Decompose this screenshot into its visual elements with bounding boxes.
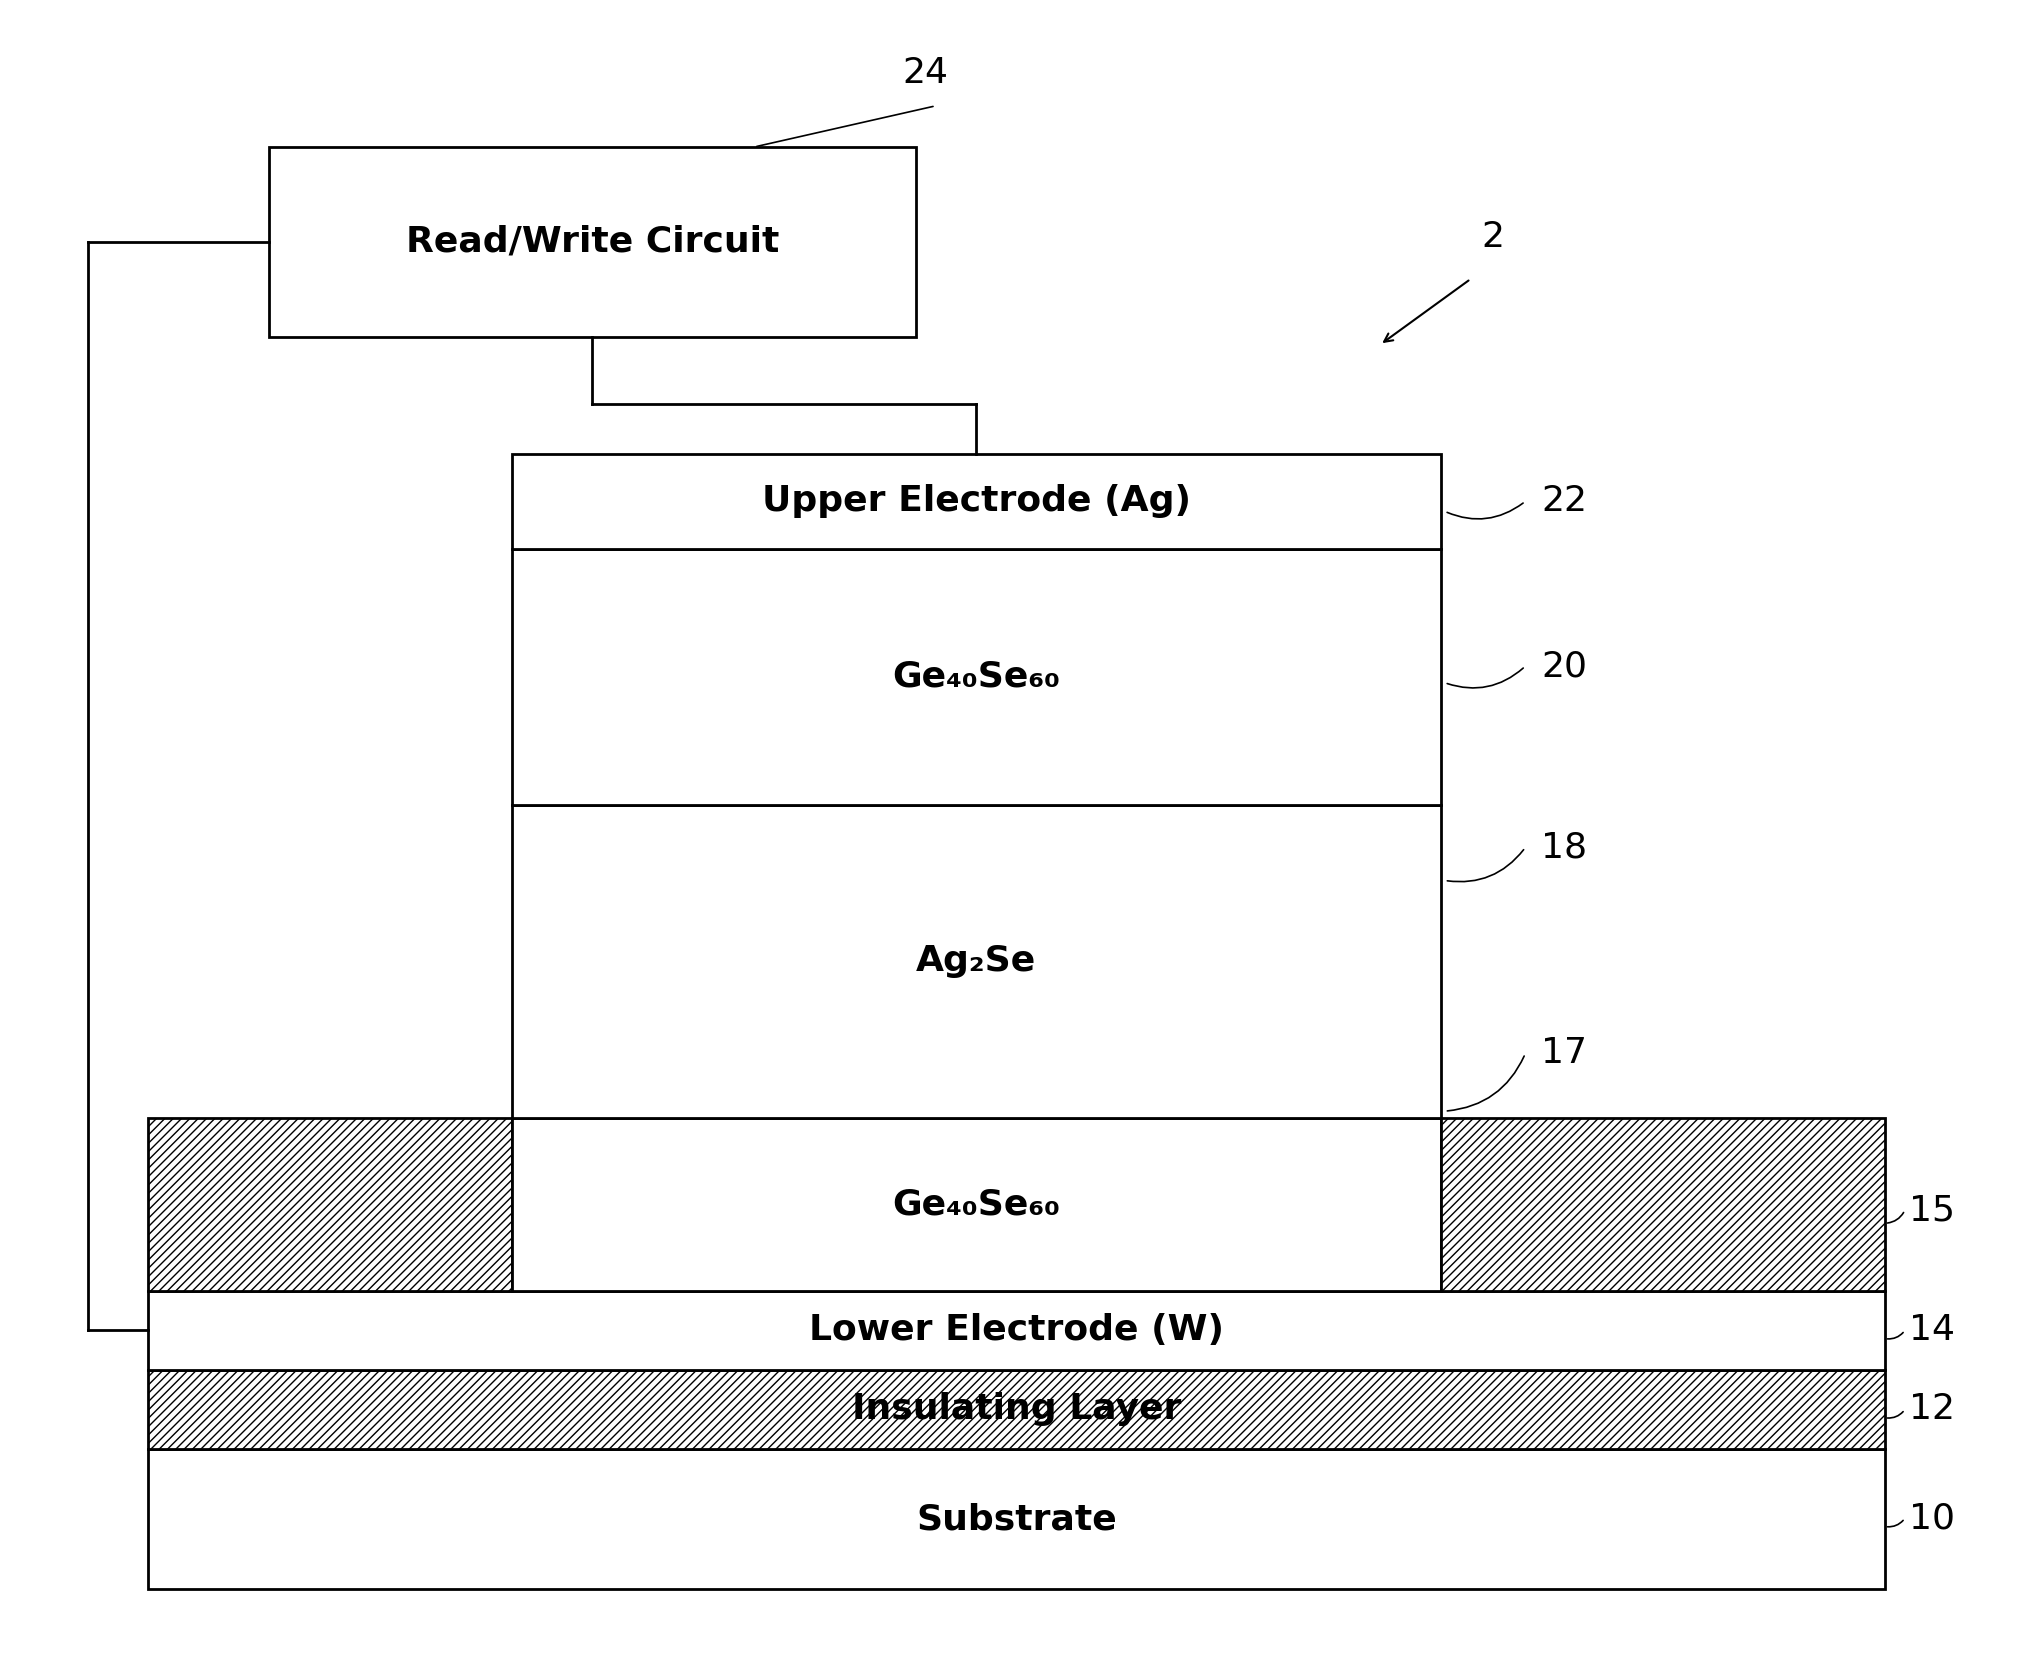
Text: Ge₄₀Se₆₀: Ge₄₀Se₆₀ [892,660,1059,695]
Bar [270,146,914,337]
Bar [512,1119,1441,1291]
Text: 10: 10 [1908,1501,1955,1536]
Text: 18: 18 [1540,831,1587,864]
Text: Substrate: Substrate [916,1502,1116,1536]
Text: Ag₂Se: Ag₂Se [916,944,1036,979]
Bar [148,1119,512,1291]
Text: Ge₄₀Se₆₀: Ge₄₀Se₆₀ [892,1187,1059,1222]
Bar [512,804,1441,1119]
Bar [148,1369,1884,1449]
Text: 20: 20 [1540,650,1587,683]
Text: 12: 12 [1908,1393,1955,1426]
Text: 14: 14 [1908,1313,1955,1348]
Text: Upper Electrode (Ag): Upper Electrode (Ag) [762,484,1191,519]
Text: Read/Write Circuit: Read/Write Circuit [406,224,778,259]
Text: 24: 24 [902,57,949,90]
Text: Lower Electrode (W): Lower Electrode (W) [809,1313,1223,1348]
Text: 2: 2 [1479,219,1504,254]
Bar [148,1449,1884,1589]
Bar [148,1291,1884,1369]
Bar [512,454,1441,548]
Text: 17: 17 [1540,1037,1587,1070]
Bar [512,548,1441,804]
Text: 15: 15 [1908,1193,1955,1227]
Text: Insulating Layer: Insulating Layer [851,1393,1181,1426]
Bar [1441,1119,1884,1291]
Text: 22: 22 [1540,484,1587,519]
